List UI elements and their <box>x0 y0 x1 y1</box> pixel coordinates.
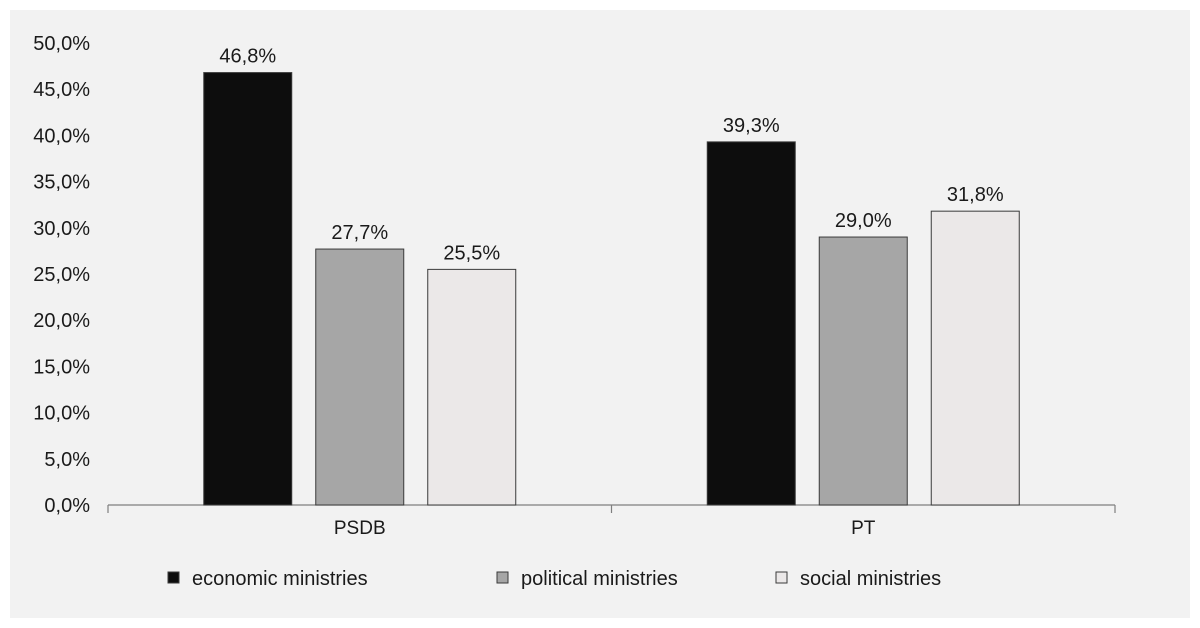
y-tick-label: 40,0% <box>33 125 90 147</box>
bar-social-ministries-pt <box>930 210 1020 506</box>
y-tick-label: 5,0% <box>44 449 90 471</box>
data-label: 46,8% <box>219 46 276 68</box>
bar-political-ministries-psdb <box>315 248 405 506</box>
y-tick-label: 25,0% <box>33 264 90 286</box>
data-label: 39,3% <box>723 115 780 137</box>
y-tick-label: 35,0% <box>33 172 90 194</box>
bar-economic-ministries-psdb <box>203 72 293 506</box>
legend-label: political ministries <box>521 568 678 590</box>
y-tick-label: 15,0% <box>33 356 90 378</box>
y-tick-label: 30,0% <box>33 218 90 240</box>
data-label: 25,5% <box>443 242 500 264</box>
y-tick-label: 20,0% <box>33 310 90 332</box>
data-label: 31,8% <box>947 184 1004 206</box>
category-label: PT <box>851 518 876 539</box>
bar-social-ministries-psdb <box>427 268 517 506</box>
category-label: PSDB <box>334 518 386 539</box>
y-tick-label: 0,0% <box>44 495 90 517</box>
legend-label: economic ministries <box>192 568 368 590</box>
data-label: 27,7% <box>331 222 388 244</box>
bar-economic-ministries-pt <box>706 141 796 506</box>
data-label: 29,0% <box>835 210 892 232</box>
legend-swatch <box>167 571 180 584</box>
legend-label: social ministries <box>800 568 941 590</box>
y-tick-label: 10,0% <box>33 403 90 425</box>
y-tick-label: 45,0% <box>33 79 90 101</box>
y-tick-label: 50,0% <box>33 33 90 55</box>
legend-swatch <box>496 571 509 584</box>
bar-political-ministries-pt <box>818 236 908 506</box>
legend-swatch <box>775 571 788 584</box>
